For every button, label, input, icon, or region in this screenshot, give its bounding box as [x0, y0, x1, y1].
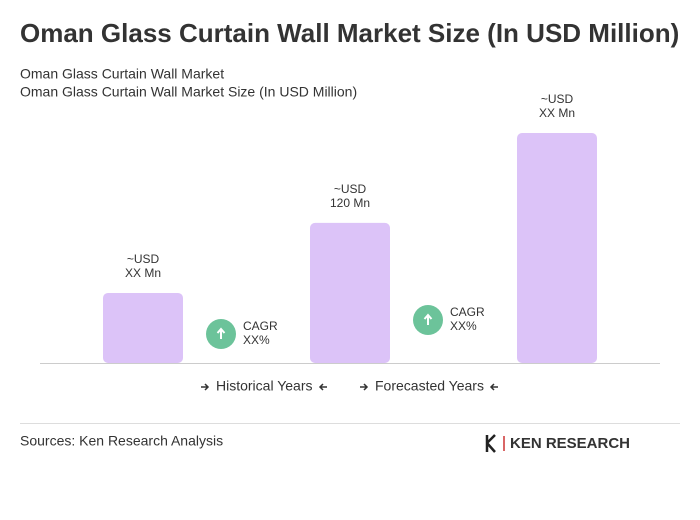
value-label: XX Mn [125, 266, 161, 280]
value-label: ~USD [541, 92, 574, 106]
arrow-icon [318, 383, 327, 391]
value-label: ~USD [334, 182, 367, 196]
legend-label: Historical Years [216, 378, 313, 394]
chart-title: Oman Glass Curtain Wall Market Size (In … [20, 18, 679, 48]
source: Sources: Ken Research Analysis [20, 433, 223, 449]
legend: Historical Years Forecasted Years [201, 378, 498, 394]
cagr-label: CAGR [243, 319, 278, 333]
cagr-label: XX% [243, 333, 270, 347]
arrow-icon [360, 383, 369, 391]
arrow-icon [201, 383, 210, 391]
bar [103, 292, 183, 363]
logo-icon [485, 434, 496, 453]
logo-text: KEN RESEARCH [510, 435, 630, 452]
value-label: ~USD [127, 252, 160, 266]
value-label: XX Mn [539, 106, 575, 120]
cagr-arrow [216, 327, 226, 339]
subtitle: Oman Glass Curtain Wall Market [20, 66, 224, 82]
bar [517, 133, 597, 363]
cagr-label: CAGR [450, 305, 485, 319]
bar [310, 222, 390, 363]
value-label: 120 Mn [330, 196, 370, 210]
legend-label: Forecasted Years [375, 378, 484, 394]
logo: KEN RESEARCH [485, 434, 630, 453]
arrow-icon [489, 383, 498, 391]
subtitle: Oman Glass Curtain Wall Market Size (In … [20, 84, 357, 100]
cagr-arrow [423, 313, 433, 325]
cagr-label: XX% [450, 319, 477, 333]
